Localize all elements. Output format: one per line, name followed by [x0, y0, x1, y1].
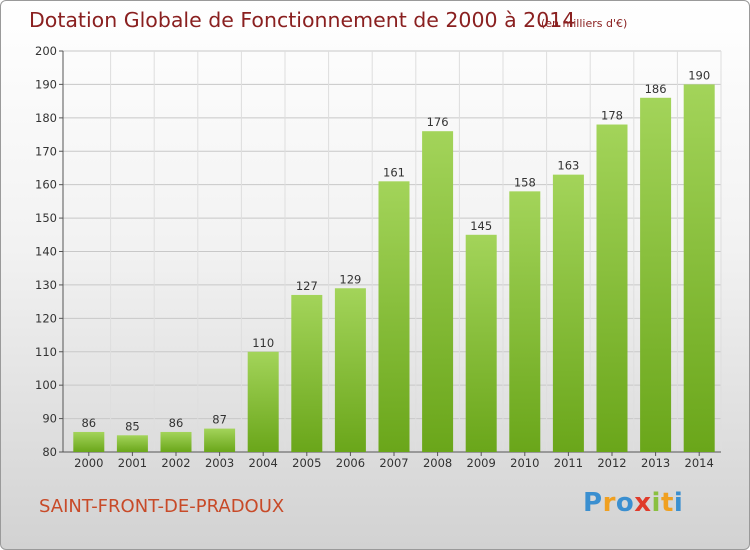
bar-2013 [640, 97, 672, 453]
bar-2000 [73, 431, 105, 452]
chart-title: Dotation Globale de Fonctionnement de 20… [29, 8, 576, 32]
value-label-2012: 178 [601, 109, 623, 123]
y-tick-label: 100 [35, 378, 57, 392]
x-tick-label-2010: 2010 [510, 456, 539, 470]
y-tick-label: 130 [35, 278, 57, 292]
value-label-2002: 86 [169, 416, 184, 430]
value-label-2004: 110 [252, 336, 274, 350]
value-label-2005: 127 [296, 279, 318, 293]
bar-2006 [334, 288, 366, 452]
bar-2003 [204, 428, 236, 452]
y-tick-label: 110 [35, 345, 57, 359]
bar-2008 [422, 131, 454, 452]
value-label-2007: 161 [383, 165, 405, 179]
x-tick-label-2011: 2011 [554, 456, 583, 470]
bar-2007 [378, 181, 410, 452]
bar-2011 [552, 174, 584, 452]
logo-letter: t [660, 488, 674, 518]
proxiti-logo: Proxiti [583, 488, 683, 518]
bar-2010 [509, 191, 541, 452]
y-tick-label: 200 [35, 44, 57, 58]
bar-2014 [683, 84, 715, 453]
value-label-2003: 87 [212, 413, 227, 427]
axes: 80 90 100 110 120 130 140 150 160 170 180 190 200 200… [35, 44, 721, 470]
x-tick-label-2004: 2004 [249, 456, 278, 470]
chart-unit: (en milliers d'€) [541, 17, 628, 30]
x-tick-label-2013: 2013 [641, 456, 670, 470]
value-label-2001: 85 [125, 419, 140, 433]
x-tick-label-2005: 2005 [292, 456, 321, 470]
value-label-2000: 86 [81, 416, 96, 430]
y-tick-label: 150 [35, 211, 57, 225]
y-tick-label: 170 [35, 144, 57, 158]
logo-letter: i [673, 488, 684, 518]
x-tick-label-2007: 2007 [379, 456, 408, 470]
bar-2002 [160, 431, 192, 452]
x-tick-label-2001: 2001 [118, 456, 147, 470]
y-tick-label: 180 [35, 111, 57, 125]
bar-2005 [291, 294, 323, 452]
bar-2001 [116, 435, 148, 452]
y-tick-label: 120 [35, 311, 57, 325]
value-labels: 86 85 86 87 110 127 129 161 176 145 158 163 178 186 19… [81, 68, 710, 433]
value-label-2008: 176 [427, 115, 449, 129]
logo-letter: i [651, 488, 661, 518]
x-tick-label-2006: 2006 [336, 456, 365, 470]
x-tick-label-2003: 2003 [205, 456, 234, 470]
value-label-2014: 190 [688, 68, 710, 82]
commune-name: SAINT-FRONT-DE-PRADOUX [39, 496, 285, 517]
value-label-2009: 145 [470, 219, 492, 233]
x-tick-label-2002: 2002 [161, 456, 190, 470]
logo-letter: o [615, 488, 635, 518]
value-label-2013: 186 [645, 82, 667, 96]
y-tick-label: 140 [35, 245, 57, 259]
y-tick-label: 160 [35, 178, 57, 192]
value-label-2011: 163 [557, 159, 579, 173]
bar-2012 [596, 124, 628, 453]
x-tick-label-2009: 2009 [467, 456, 496, 470]
value-label-2006: 129 [339, 272, 361, 286]
y-tick-label: 90 [42, 412, 57, 426]
x-tick-label-2008: 2008 [423, 456, 452, 470]
logo-letter: x [634, 488, 652, 518]
bars [73, 84, 715, 453]
y-tick-label: 80 [42, 445, 57, 459]
logo-letter: P [583, 488, 603, 518]
x-tick-label-2014: 2014 [685, 456, 714, 470]
logo-letter: r [602, 488, 616, 518]
x-tick-label-2000: 2000 [74, 456, 103, 470]
y-tick-label: 190 [35, 77, 57, 91]
x-tick-label-2012: 2012 [597, 456, 626, 470]
value-label-2010: 158 [514, 175, 536, 189]
bar-2009 [465, 234, 497, 452]
bar-2004 [247, 351, 279, 452]
